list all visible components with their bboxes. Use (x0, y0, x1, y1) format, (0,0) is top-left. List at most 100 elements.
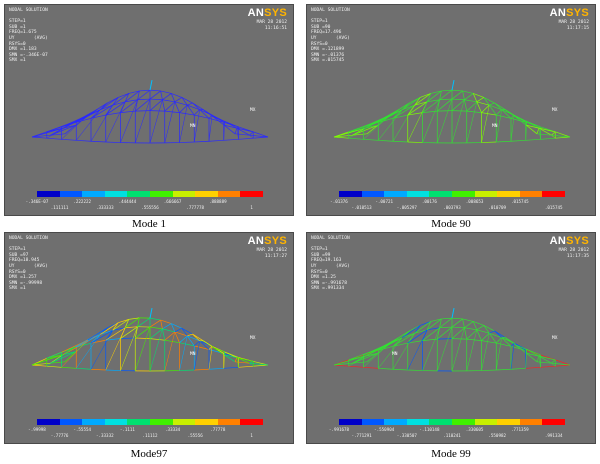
mesh-member (481, 369, 497, 371)
mesh-member (135, 110, 151, 112)
mesh-member (128, 90, 140, 94)
mesh-member (134, 326, 138, 339)
mesh-member (551, 362, 571, 366)
mesh-member (90, 140, 106, 143)
legend-swatch (149, 191, 173, 197)
mesh-member (100, 330, 113, 335)
mesh-member (439, 317, 453, 329)
mesh-member (249, 131, 254, 136)
legend-swatch (240, 191, 263, 197)
legend-swatch (361, 419, 385, 425)
mesh-member (422, 327, 440, 371)
mesh-member (483, 97, 495, 104)
mesh-member (162, 323, 172, 330)
mesh-member (392, 333, 415, 370)
legend-ticks-bottom: -.771291 -.330507 .110241 .550982 .991334 (339, 433, 565, 439)
mesh-member (187, 104, 200, 110)
mesh-member (223, 138, 239, 141)
timestamp: MAR 28 2012 11:17:35 (558, 248, 589, 259)
mesh-member (510, 343, 515, 370)
mesh-member (224, 351, 239, 358)
legend-swatch (217, 419, 241, 425)
mesh-member (496, 109, 502, 116)
mesh-member (192, 102, 204, 110)
mesh-member (496, 109, 502, 143)
legend-ticks-bottom: -.010513 -.005297 .003793 .010709 .015745 (339, 205, 565, 211)
mesh-member (194, 340, 200, 347)
mesh-member (439, 98, 453, 101)
mesh-member (402, 325, 421, 338)
mode-panel-1: NODAL SOLUTION STEP=1 SUB =1 FREQ=1.675 … (4, 4, 294, 216)
mesh-member (87, 102, 108, 116)
mesh-member (162, 328, 175, 333)
mesh-member (50, 361, 66, 364)
legend-tick-label: .00176 (421, 199, 437, 204)
mesh-member (510, 115, 515, 142)
mesh-member (496, 337, 502, 344)
caption-mode-90: Mode 90 (431, 218, 471, 230)
mesh-member (105, 338, 121, 341)
mesh-member (50, 133, 66, 136)
mesh-member (526, 124, 540, 129)
mesh-member (187, 102, 193, 106)
mesh-member (160, 319, 172, 324)
mesh-member (515, 116, 527, 126)
mesh-member (555, 131, 571, 138)
mesh-member (489, 102, 495, 106)
mesh-member (236, 357, 250, 364)
legend-ticks-bottom: -.77776 -.33332 .11112 .55556 1 (37, 433, 263, 439)
mesh-member (181, 327, 193, 335)
mesh-member (333, 136, 349, 139)
node-marker-label: MN (190, 123, 196, 129)
mesh-member (224, 124, 238, 129)
mesh-member (234, 361, 250, 364)
legend-ticks-top: -.01376 -.00721 .00176 .008653 .015745 (330, 199, 565, 205)
mesh-member (420, 93, 431, 98)
mesh-member (223, 366, 239, 369)
mesh-member (392, 332, 415, 347)
legend-tick-label: .444444 (118, 199, 137, 204)
mesh-member (481, 141, 497, 143)
mesh-member (451, 99, 465, 144)
mesh-member (483, 325, 490, 334)
mesh-member (179, 105, 188, 143)
mesh-member (253, 136, 269, 139)
legend-swatch (195, 419, 218, 425)
mesh-member (90, 114, 106, 119)
legend-swatch (104, 419, 128, 425)
legend-swatch (217, 191, 241, 197)
mesh-member (208, 346, 213, 370)
mesh-member (149, 326, 163, 330)
mesh-member (437, 110, 453, 112)
mesh-member (510, 114, 515, 119)
mesh-member (392, 105, 415, 142)
mesh-member (171, 323, 183, 329)
mesh-member (466, 110, 482, 113)
mesh-member (494, 102, 502, 110)
mesh-member (441, 317, 453, 320)
legend-swatch (240, 419, 263, 425)
mesh-member (64, 125, 76, 135)
mesh-member (137, 317, 151, 327)
mesh-member (551, 359, 556, 364)
mesh-member (202, 109, 213, 116)
mesh-member (392, 140, 408, 143)
mesh-member (135, 337, 151, 339)
legend-swatch (104, 191, 128, 197)
mesh-member (238, 137, 254, 140)
mesh-member (76, 117, 92, 123)
legend-swatch (429, 191, 452, 197)
mesh-member (526, 349, 541, 356)
mesh-member (555, 359, 571, 366)
mesh-member (462, 318, 465, 328)
mesh-member (536, 133, 552, 136)
mesh-member (62, 351, 76, 355)
mesh-member (164, 331, 176, 371)
mesh-member (149, 90, 161, 100)
mesh-member (472, 93, 478, 102)
mesh-member (149, 317, 161, 321)
mesh-member (525, 138, 541, 141)
legend-swatch (451, 191, 475, 197)
mesh-member (462, 90, 474, 94)
legend-swatch (542, 191, 565, 197)
